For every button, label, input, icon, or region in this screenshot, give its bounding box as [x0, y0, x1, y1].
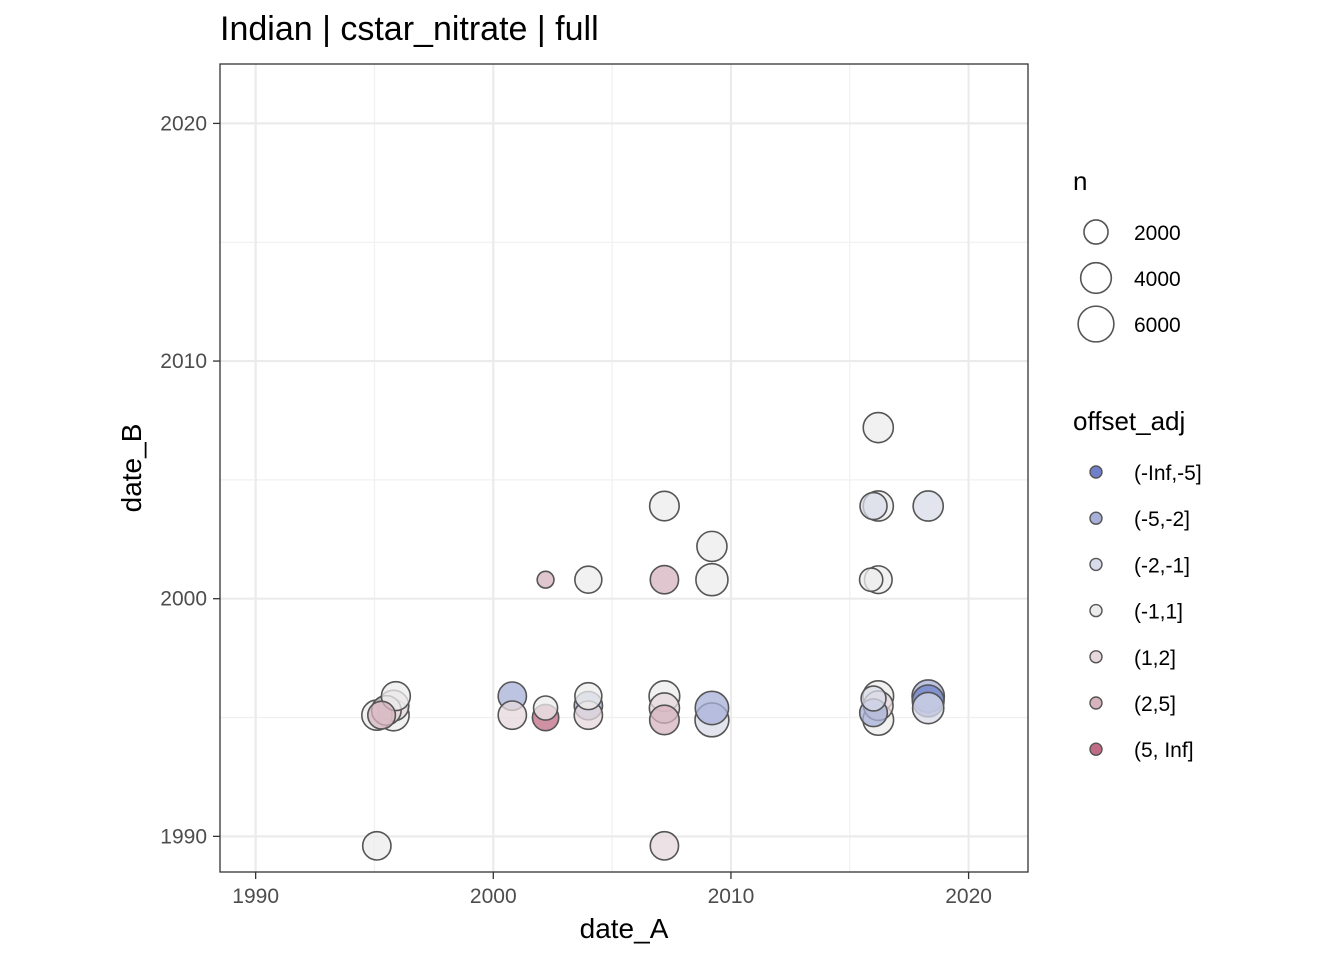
grid-major [220, 64, 1028, 872]
legend-color-label: (-2,-1] [1134, 554, 1190, 577]
data-point [532, 695, 559, 721]
y-axis: 1990 2000 2010 2020 [160, 112, 220, 848]
legend-color-label: (2,5] [1134, 693, 1176, 716]
legend-color-key [1089, 696, 1103, 710]
x-tick-label: 2020 [945, 885, 992, 908]
data-point [361, 830, 392, 861]
grid-minor [220, 64, 1028, 872]
data-point [649, 564, 680, 595]
y-axis-title: date_B [116, 424, 147, 513]
data-point [694, 690, 730, 726]
y-tick-label: 2010 [160, 350, 207, 373]
data-point [862, 411, 895, 444]
data-point [648, 704, 680, 736]
legend-color: offset_adj (-Inf,-5] (-5,-2] (-2,-1] (-1,1]… [1073, 406, 1202, 762]
legend-color-label: (5, Inf] [1134, 739, 1194, 762]
legend-size-key [1083, 219, 1109, 245]
legend-color-key [1089, 603, 1103, 618]
data-point [911, 691, 945, 725]
x-axis: 1990 2000 2010 2020 [232, 872, 992, 908]
data-point [696, 530, 728, 563]
legend-color-label: (1,2] [1134, 647, 1176, 670]
data-points [360, 411, 946, 861]
legend-size-label: 6000 [1134, 314, 1181, 337]
data-point [574, 565, 603, 594]
legend-color-title: offset_adj [1073, 406, 1185, 436]
legend-color-key [1089, 465, 1103, 479]
data-point [859, 491, 888, 521]
data-point [858, 567, 884, 593]
data-point [912, 490, 945, 522]
y-tick-label: 2000 [160, 588, 207, 611]
data-point [536, 570, 555, 589]
data-point [860, 685, 887, 712]
y-tick-label: 1990 [160, 825, 207, 848]
data-point [366, 700, 397, 730]
legend-color-key [1089, 557, 1103, 572]
legend-color-label: (-Inf,-5] [1134, 462, 1202, 485]
plot-panel [220, 64, 1028, 872]
data-point [497, 700, 528, 731]
plot-border [219, 63, 1029, 873]
x-tick-label: 1990 [232, 885, 279, 908]
legend-size-key [1077, 305, 1115, 343]
data-point [648, 490, 680, 522]
legend-color-label: (-1,1] [1134, 601, 1183, 624]
legend-size-label: 4000 [1134, 268, 1181, 291]
legend-color-key [1089, 650, 1103, 664]
legend-color-key [1089, 742, 1103, 756]
chart-title: Indian | cstar_nitrate | full [220, 10, 599, 48]
data-point [574, 681, 603, 711]
x-tick-label: 2010 [708, 885, 755, 908]
y-tick-label: 2020 [160, 112, 207, 135]
legend-size-key [1079, 261, 1113, 295]
data-point [649, 830, 680, 861]
data-point [695, 562, 729, 597]
x-axis-title: date_A [580, 913, 669, 944]
legend-size-title: n [1073, 166, 1087, 196]
legend-size-label: 2000 [1134, 222, 1181, 245]
legend-color-label: (-5,-2] [1134, 508, 1190, 531]
x-tick-label: 2000 [470, 885, 517, 908]
legend-size: n 2000 4000 6000 [1073, 166, 1181, 343]
legend-color-key [1089, 511, 1103, 525]
